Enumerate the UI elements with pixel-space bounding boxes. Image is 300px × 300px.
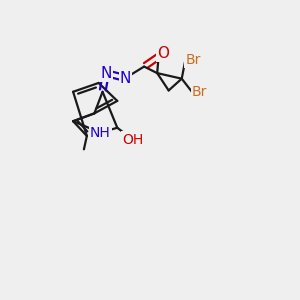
Text: Br: Br xyxy=(192,85,207,99)
Text: O: O xyxy=(157,46,169,61)
Text: N: N xyxy=(120,70,131,86)
Text: N: N xyxy=(100,66,112,81)
Text: NH: NH xyxy=(90,126,111,140)
Text: Br: Br xyxy=(185,53,201,67)
Text: OH: OH xyxy=(122,133,143,146)
